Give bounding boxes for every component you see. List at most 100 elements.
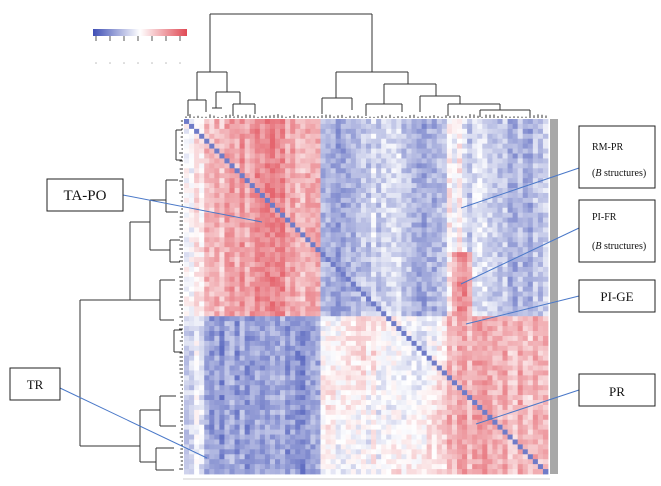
heatmap-cell bbox=[366, 158, 372, 164]
heatmap-cell bbox=[275, 276, 281, 283]
heatmap-cell bbox=[315, 434, 321, 440]
heatmap-cell bbox=[249, 168, 256, 174]
heatmap-cell bbox=[457, 301, 463, 307]
heatmap-cell bbox=[360, 217, 367, 223]
heatmap-cell bbox=[396, 173, 402, 179]
heatmap-cell bbox=[280, 331, 286, 337]
heatmap-cell bbox=[335, 281, 342, 288]
heatmap-cell bbox=[411, 385, 417, 391]
heatmap-cell bbox=[376, 286, 382, 292]
heatmap-cell bbox=[189, 360, 195, 366]
heatmap-cell bbox=[386, 163, 392, 169]
heatmap-cell bbox=[472, 370, 478, 376]
heatmap-cell bbox=[345, 133, 352, 140]
heatmap-cell bbox=[360, 133, 367, 140]
heatmap-cell bbox=[537, 316, 544, 322]
heatmap-cell bbox=[285, 385, 291, 391]
heatmap-cell bbox=[411, 291, 417, 297]
heatmap-cell bbox=[290, 266, 296, 273]
heatmap-cell bbox=[522, 232, 529, 238]
heatmap-cell bbox=[487, 242, 493, 248]
heatmap-cell bbox=[411, 404, 417, 411]
heatmap-cell bbox=[355, 409, 362, 416]
heatmap-cell bbox=[472, 178, 478, 184]
heatmap-cell bbox=[421, 350, 428, 357]
heatmap-cell bbox=[249, 257, 256, 263]
heatmap-cell bbox=[310, 217, 316, 223]
heatmap-cell bbox=[310, 281, 316, 288]
heatmap-cell bbox=[264, 163, 271, 169]
heatmap-cell bbox=[421, 380, 428, 386]
heatmap-cell bbox=[184, 434, 190, 440]
heatmap-cell bbox=[441, 242, 448, 248]
heatmap-cell bbox=[315, 331, 321, 337]
heatmap-cell bbox=[285, 222, 291, 228]
heatmap-cell bbox=[502, 281, 508, 288]
heatmap-cell bbox=[396, 365, 402, 371]
heatmap-cell bbox=[249, 158, 256, 164]
heatmap-cell bbox=[411, 153, 417, 159]
heatmap-cell bbox=[492, 276, 498, 283]
heatmap-cell bbox=[315, 390, 321, 396]
heatmap-cell bbox=[537, 247, 544, 253]
heatmap-cell bbox=[275, 188, 281, 194]
heatmap-cell bbox=[280, 385, 286, 391]
heatmap-cell bbox=[391, 252, 397, 258]
heatmap-cell bbox=[512, 227, 519, 233]
heatmap-cell bbox=[345, 306, 352, 312]
heatmap-cell bbox=[219, 119, 225, 125]
heatmap-cell bbox=[482, 375, 488, 381]
heatmap-cell bbox=[194, 128, 200, 135]
heatmap-cell bbox=[376, 173, 382, 179]
heatmap-cell bbox=[542, 281, 549, 288]
heatmap-cell bbox=[234, 138, 241, 145]
heatmap-cell bbox=[371, 419, 377, 426]
heatmap-cell bbox=[269, 158, 276, 164]
heatmap-cell bbox=[269, 360, 276, 366]
heatmap-cell bbox=[315, 261, 321, 268]
heatmap-cell bbox=[537, 192, 544, 199]
heatmap-cell bbox=[345, 335, 352, 342]
heatmap-cell bbox=[360, 202, 367, 209]
heatmap-cell bbox=[467, 281, 473, 288]
heatmap-cell bbox=[462, 335, 468, 342]
heatmap-cell bbox=[457, 296, 463, 302]
heatmap-cell bbox=[184, 414, 190, 421]
heatmap-cell bbox=[264, 316, 271, 322]
heatmap-cell bbox=[280, 119, 286, 125]
heatmap-cell bbox=[290, 355, 296, 361]
heatmap-cell bbox=[345, 212, 352, 219]
heatmap-cell bbox=[340, 385, 347, 391]
heatmap-cell bbox=[305, 380, 311, 386]
heatmap-cell bbox=[189, 271, 195, 278]
heatmap-cell bbox=[502, 192, 508, 199]
heatmap-cell bbox=[416, 138, 423, 145]
heatmap-cell bbox=[406, 306, 412, 312]
heatmap-cell bbox=[416, 207, 423, 214]
heatmap-cell bbox=[502, 143, 508, 149]
heatmap-cell bbox=[259, 188, 266, 194]
heatmap-cell bbox=[194, 375, 200, 381]
heatmap-cell bbox=[219, 242, 225, 248]
heatmap-cell bbox=[502, 400, 508, 406]
heatmap-cell bbox=[310, 429, 316, 435]
heatmap-cell bbox=[300, 414, 306, 421]
heatmap-cell bbox=[426, 311, 433, 317]
heatmap-cell bbox=[426, 188, 433, 194]
heatmap-cell bbox=[451, 158, 458, 164]
heatmap-cell bbox=[254, 192, 261, 199]
heatmap-cell bbox=[229, 217, 235, 223]
heatmap-cell bbox=[411, 173, 417, 179]
heatmap-cell bbox=[275, 400, 281, 406]
heatmap-cell bbox=[462, 202, 468, 209]
heatmap-cell bbox=[366, 207, 372, 214]
heatmap-cell bbox=[199, 301, 205, 307]
heatmap-cell bbox=[391, 138, 397, 145]
heatmap-cell bbox=[366, 217, 372, 223]
heatmap-cell bbox=[360, 188, 367, 194]
heatmap-cell bbox=[269, 173, 276, 179]
heatmap-cell bbox=[209, 350, 215, 357]
heatmap-cell bbox=[371, 350, 377, 357]
heatmap-cell bbox=[360, 138, 367, 145]
heatmap-cell bbox=[487, 252, 493, 258]
